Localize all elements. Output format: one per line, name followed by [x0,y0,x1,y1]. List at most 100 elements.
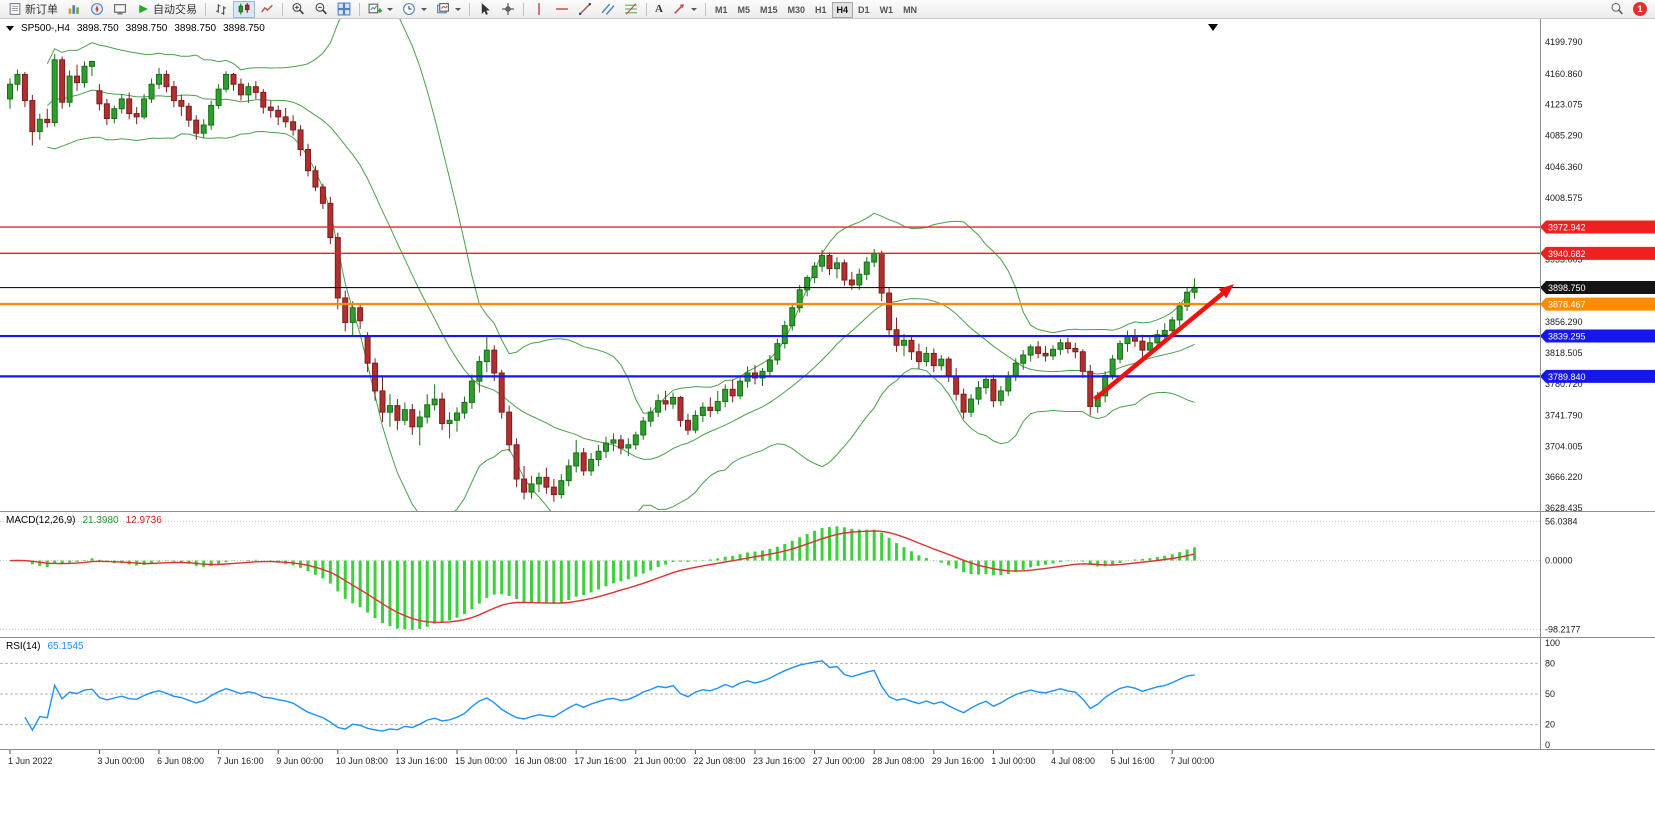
chart-region: 4199.790 4160.860 4123.075 4085.290 4046.360… [0,19,1655,815]
svg-text:13 Jun 16:00: 13 Jun 16:00 [395,756,447,766]
svg-text:3878.467: 3878.467 [1548,300,1586,310]
text-tool-button[interactable]: A [651,1,667,18]
chart-shift-marker[interactable] [1208,24,1218,31]
candles [7,54,1198,502]
channel-button[interactable] [597,1,619,18]
terminal-icon [114,4,126,15]
tile-windows-button[interactable] [333,1,355,18]
horizontal-line-button[interactable] [551,1,573,18]
new-order-label: 新订单 [25,4,58,16]
new-chart-icon [368,3,382,14]
price-scale[interactable]: 4199.790 4160.860 4123.075 4085.290 4046.360… [1545,37,1583,512]
svg-text:4160.860: 4160.860 [1545,69,1583,79]
svg-text:3972.942: 3972.942 [1548,223,1586,233]
timeframe-m1-button[interactable]: M1 [710,2,733,18]
timeframe-group: M1 M5 M15 M30 H1 H4 D1 W1 MN [710,0,922,18]
rsi-line [24,660,1195,732]
trend-arrow[interactable] [1093,284,1235,401]
caret-down-icon [387,7,393,11]
svg-text:17 Jun 16:00: 17 Jun 16:00 [574,756,626,766]
macd-histogram [15,526,1197,630]
fibonacci-button[interactable] [620,1,642,18]
trendline-button[interactable] [574,1,596,18]
line-chart-button[interactable] [256,1,278,18]
cursor-button[interactable] [474,1,496,18]
crosshair-button[interactable] [497,1,519,18]
support-line-2-badge [1540,369,1655,383]
svg-text:22 Jun 08:00: 22 Jun 08:00 [693,756,745,766]
zoom-out-button[interactable] [310,1,332,18]
candlestick-button[interactable] [233,0,255,18]
svg-text:3704.005: 3704.005 [1545,441,1583,451]
zoom-in-button[interactable] [287,1,309,18]
svg-text:3780.720: 3780.720 [1545,379,1583,389]
arrow-tool-icon [674,4,684,14]
toolbar-separator [704,2,706,16]
rsi-panel-canvas[interactable]: 100 80 50 20 0 [0,638,1655,750]
svg-text:3940.682: 3940.682 [1548,249,1586,259]
svg-text:20: 20 [1545,720,1555,730]
bar-chart-icon [216,4,226,15]
templates-button[interactable] [432,1,465,18]
toolbar-separator [359,2,360,16]
new-order-button[interactable]: 新订单 [4,1,62,18]
svg-text:15 Jun 00:00: 15 Jun 00:00 [455,756,507,766]
svg-text:6 Jun 08:00: 6 Jun 08:00 [157,756,204,766]
toolbar-right-group: 1 [1606,1,1651,18]
bar-chart-button[interactable] [210,1,232,18]
market-watch-button[interactable] [63,1,85,18]
search-button[interactable] [1606,1,1628,18]
navigator-button[interactable] [86,1,108,18]
auto-trading-button[interactable]: 自动交易 [132,1,201,18]
channel-icon [601,3,615,15]
svg-text:7 Jun 16:00: 7 Jun 16:00 [217,756,264,766]
new-chart-button[interactable] [364,1,397,18]
timeframe-m5-button[interactable]: M5 [732,2,755,18]
main-chart-canvas[interactable]: 4199.790 4160.860 4123.075 4085.290 4046.360… [0,19,1655,512]
timeframe-mn-button[interactable]: MN [898,2,922,18]
timeframe-h1-button[interactable]: H1 [810,2,832,18]
svg-text:3 Jun 00:00: 3 Jun 00:00 [97,756,144,766]
cursor-icon [481,3,490,15]
bollinger-lower-band[interactable] [47,130,1195,513]
periods-button[interactable] [398,1,431,18]
bollinger-upper-band[interactable] [46,19,1195,414]
resistance-line-1-badge [1540,220,1655,234]
timeframe-m15-button[interactable]: M15 [755,2,783,18]
timeframe-d1-button[interactable]: D1 [853,2,875,18]
svg-text:4008.575: 4008.575 [1545,193,1583,203]
trendline-icon [579,3,591,15]
svg-text:10 Jun 08:00: 10 Jun 08:00 [336,756,388,766]
svg-text:1 Jul 00:00: 1 Jul 00:00 [991,756,1035,766]
notification-badge[interactable]: 1 [1633,2,1647,16]
caret-down-icon [455,7,461,11]
navigator-icon [91,3,103,15]
svg-text:100: 100 [1545,638,1560,648]
toolbar: 新订单 自动交易 [0,0,1655,19]
svg-text:3898.750: 3898.750 [1548,283,1586,293]
svg-text:23 Jun 16:00: 23 Jun 16:00 [753,756,805,766]
orange-level-line-badge [1540,297,1655,311]
svg-text:4199.790: 4199.790 [1545,37,1583,47]
notification-count: 1 [1637,4,1643,14]
template-icon [437,3,449,14]
timeframe-w1-button[interactable]: W1 [875,2,899,18]
bollinger-middle-band[interactable] [46,89,1195,460]
svg-text:9 Jun 00:00: 9 Jun 00:00 [276,756,323,766]
svg-text:27 Jun 00:00: 27 Jun 00:00 [813,756,865,766]
one-click-trading-icon[interactable] [6,26,14,31]
svg-text:3856.290: 3856.290 [1545,317,1583,327]
time-axis[interactable]: 1 Jun 2022 3 Jun 00:00 6 Jun 08:00 7 Jun 16… [0,750,1655,770]
macd-panel-canvas[interactable]: 56.0384 0.0000 -98.2177 [0,512,1655,638]
terminal-button[interactable] [109,1,131,18]
arrows-tool-button[interactable] [668,1,701,18]
toolbar-separator [205,2,206,16]
svg-text:3839.295: 3839.295 [1548,332,1586,342]
svg-text:4046.360: 4046.360 [1545,162,1583,172]
timeframe-h4-button[interactable]: H4 [831,2,854,18]
svg-text:3628.435: 3628.435 [1545,503,1583,512]
timeframe-m30-button[interactable]: M30 [783,2,811,18]
svg-text:56.0384: 56.0384 [1545,516,1578,526]
vertical-line-button[interactable] [528,1,550,18]
